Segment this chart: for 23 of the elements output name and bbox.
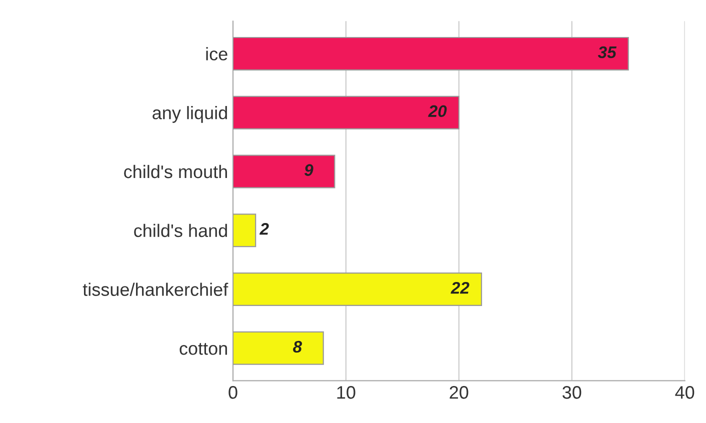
- x-tick-label: 30: [562, 386, 582, 399]
- bar: [232, 96, 460, 130]
- y-tick-label: any liquid: [152, 106, 227, 123]
- data-label: 8: [293, 340, 302, 353]
- x-tick-label: 20: [450, 386, 468, 399]
- y-tick-label: cotton: [180, 343, 227, 355]
- y-tick-label: tissue/hankerchief: [82, 282, 228, 296]
- y-tick-label: child's hand: [134, 224, 227, 238]
- bar: [232, 331, 324, 365]
- x-tick-label: 40: [675, 386, 694, 399]
- y-tick-label: child's mouth: [124, 164, 227, 178]
- x-tick-label: 0: [228, 386, 238, 399]
- bar: [232, 154, 336, 188]
- data-label: 22: [450, 282, 470, 294]
- data-label: 35: [598, 46, 617, 58]
- bar: [232, 214, 256, 248]
- bar: [232, 36, 629, 70]
- data-label: 20: [428, 105, 447, 118]
- data-label: 2: [259, 223, 269, 235]
- bar: [232, 272, 482, 306]
- y-tick-label: ice: [206, 47, 228, 60]
- x-tick-label: 10: [337, 386, 356, 399]
- data-label: 9: [304, 164, 314, 176]
